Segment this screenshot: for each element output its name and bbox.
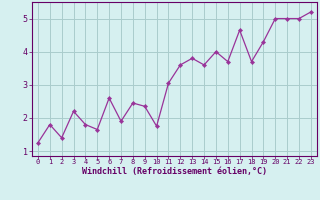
X-axis label: Windchill (Refroidissement éolien,°C): Windchill (Refroidissement éolien,°C) — [82, 167, 267, 176]
